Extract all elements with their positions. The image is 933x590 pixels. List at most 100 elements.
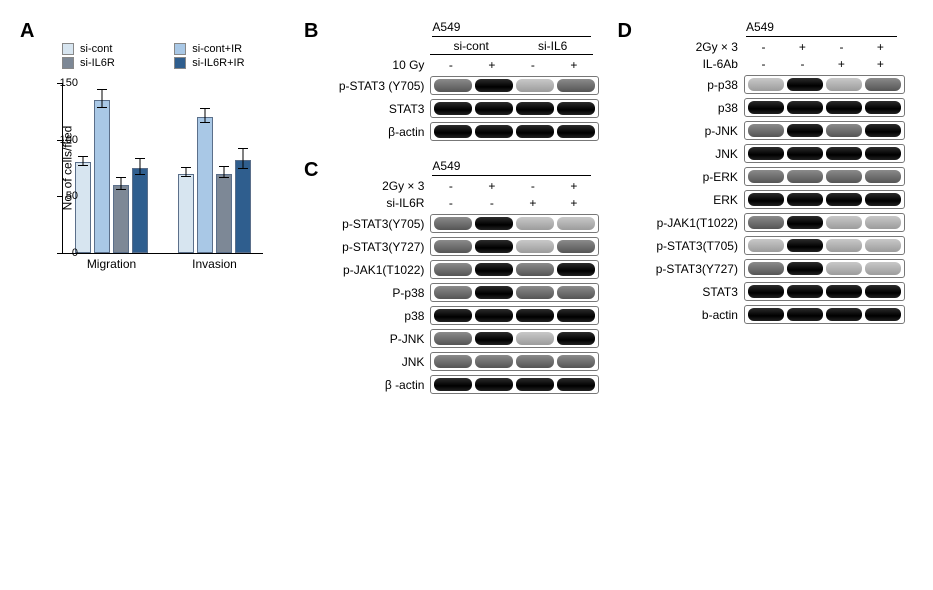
- legend-swatch: [62, 43, 74, 55]
- blot-band: [516, 309, 554, 322]
- blot-band: [787, 147, 823, 160]
- blot-band: [557, 332, 595, 345]
- blot-band: [434, 355, 472, 368]
- condition-label: 10 Gy: [324, 58, 430, 72]
- blot-row-label: β-actin: [324, 125, 430, 139]
- blot-row-label: p-JAK1(T1022): [638, 216, 744, 230]
- blot-band: [557, 263, 595, 276]
- bar: [132, 168, 148, 253]
- blot-band: [434, 263, 472, 276]
- legend-text: si-IL6R: [80, 57, 115, 69]
- x-category-label: Migration: [75, 257, 148, 271]
- blot-band: [557, 355, 595, 368]
- blot-row-label: STAT3: [324, 102, 430, 116]
- condition-value: +: [553, 196, 594, 210]
- blot-band: [434, 125, 472, 138]
- blot-row-label: β -actin: [324, 378, 430, 392]
- condition-label: IL-6Ab: [638, 57, 744, 71]
- blot-lanes: [430, 329, 599, 348]
- blot-band: [748, 170, 784, 183]
- condition-label: si-IL6R: [324, 196, 430, 210]
- bar: [113, 185, 129, 253]
- blot-band: [475, 102, 513, 115]
- blot-band: [826, 216, 862, 229]
- blot-row-label: JNK: [324, 355, 430, 369]
- blot-band: [557, 79, 595, 92]
- blot-band: [516, 240, 554, 253]
- blot-row-label: P-p38: [324, 286, 430, 300]
- y-tick-label: 150: [60, 77, 78, 89]
- blot-band: [748, 193, 784, 206]
- condition-value: -: [822, 40, 861, 54]
- blot-band: [475, 378, 513, 391]
- blot-band: [748, 147, 784, 160]
- blot-lanes: [744, 282, 905, 301]
- blot-band: [475, 355, 513, 368]
- blot-band: [475, 332, 513, 345]
- blot-band: [826, 285, 862, 298]
- condition-label: 2Gy × 3: [638, 40, 744, 54]
- blot-band: [475, 79, 513, 92]
- blot-band: [826, 262, 862, 275]
- blot-band: [865, 239, 901, 252]
- panel-d-column: D A5492Gy × 3-+-+IL-6Ab--++p-p38p38p-JNK…: [617, 20, 913, 324]
- blot-band: [865, 262, 901, 275]
- blot-band: [516, 102, 554, 115]
- condition-value: +: [553, 58, 594, 72]
- blot-band: [557, 309, 595, 322]
- blot-band: [748, 124, 784, 137]
- blot-band: [826, 124, 862, 137]
- blot-band: [516, 286, 554, 299]
- blot-band: [434, 102, 472, 115]
- legend-text: si-cont: [80, 43, 112, 55]
- blot-band: [557, 240, 595, 253]
- blot-band: [748, 308, 784, 321]
- blot-band: [557, 217, 595, 230]
- blot-lanes: [430, 306, 599, 325]
- subgroup-label: si-cont: [430, 39, 512, 55]
- blot-row-label: b-actin: [638, 308, 744, 322]
- legend-swatch: [62, 57, 74, 69]
- condition-value: -: [430, 58, 471, 72]
- panel-a: A si-contsi-cont+IRsi-IL6Rsi-IL6R+IR No.…: [20, 20, 286, 254]
- condition-value: -: [744, 40, 783, 54]
- blot-band: [787, 170, 823, 183]
- blot-lanes: [744, 98, 905, 117]
- blot-band: [865, 78, 901, 91]
- blot-row-label: p-STAT3(Y705): [324, 217, 430, 231]
- blot-band: [865, 124, 901, 137]
- y-tick-label: 100: [60, 134, 78, 146]
- condition-value: -: [430, 179, 471, 193]
- blot-band: [787, 101, 823, 114]
- condition-value: +: [783, 40, 822, 54]
- bar: [178, 174, 194, 253]
- panel-c: A5492Gy × 3-+-+si-IL6R--++p-STAT3(Y705)p…: [324, 159, 599, 394]
- legend-text: si-IL6R+IR: [192, 57, 244, 69]
- blot-band: [516, 217, 554, 230]
- condition-value: -: [512, 58, 553, 72]
- panel-d-label: D: [617, 20, 631, 324]
- blot-band: [475, 240, 513, 253]
- x-category-label: Invasion: [178, 257, 251, 271]
- blot-row-label: p-JAK1(T1022): [324, 263, 430, 277]
- blot-band: [516, 263, 554, 276]
- blot-band: [748, 101, 784, 114]
- legend-item: si-cont: [62, 43, 156, 55]
- condition-value: +: [861, 57, 900, 71]
- blot-lanes: [430, 99, 599, 118]
- condition-value: +: [471, 58, 512, 72]
- blot-row-label: JNK: [638, 147, 744, 161]
- bar: [216, 174, 232, 253]
- legend-item: si-cont+IR: [174, 43, 286, 55]
- blot-band: [434, 378, 472, 391]
- legend-swatch: [174, 43, 186, 55]
- blot-row-label: p-JNK: [638, 124, 744, 138]
- panel-d: A5492Gy × 3-+-+IL-6Ab--++p-p38p38p-JNKJN…: [638, 20, 905, 324]
- y-tick-label: 0: [72, 247, 78, 259]
- blot-band: [826, 193, 862, 206]
- blot-band: [557, 125, 595, 138]
- panel-a-label: A: [20, 20, 286, 43]
- legend-swatch: [174, 57, 186, 69]
- blot-band: [475, 309, 513, 322]
- condition-value: +: [553, 179, 594, 193]
